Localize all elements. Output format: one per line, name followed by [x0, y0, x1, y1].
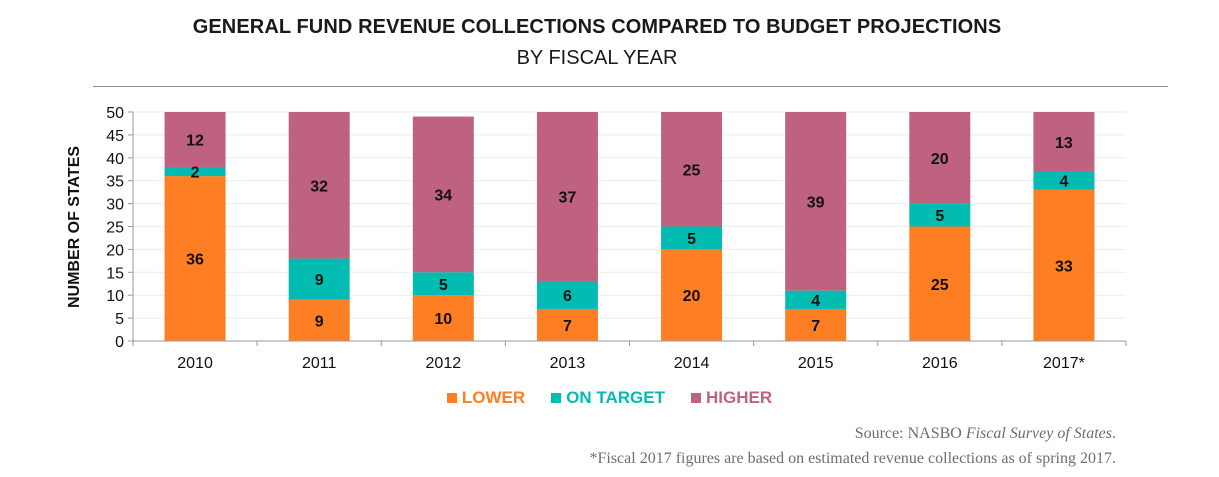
chart-subtitle: BY FISCAL YEAR	[516, 47, 678, 69]
bars	[164, 112, 1095, 341]
bar-higher-2014	[661, 112, 723, 227]
x-tick-label: 2012	[426, 355, 462, 372]
source-title: Fiscal Survey of States	[965, 425, 1112, 442]
data-label: 7	[811, 318, 820, 335]
data-label: 7	[563, 318, 572, 335]
y-tick-label: 5	[115, 311, 124, 328]
legend-swatch	[691, 393, 701, 403]
data-labels: 36 2 12 9 9 32 10 5 34 7 6 37 20 5 25 7 4 39 25 5 20 33 4 13	[186, 132, 1073, 334]
x-tick-label: 2014	[674, 355, 710, 372]
data-label: 4	[1059, 174, 1068, 191]
legend-swatch	[551, 393, 562, 403]
data-label: 9	[315, 272, 324, 289]
bar-higher-2011	[288, 112, 350, 259]
data-label: 20	[683, 288, 701, 305]
data-label: 10	[434, 311, 452, 328]
data-label: 36	[186, 252, 204, 269]
gridlines	[133, 111, 1126, 319]
bar-higher-2016	[909, 112, 971, 204]
x-tick-label: 2010	[177, 355, 213, 372]
y-tick-label: 40	[106, 151, 124, 168]
y-tick-label: 35	[106, 174, 124, 191]
x-tick-label: 2015	[798, 355, 834, 372]
bar-lower-2016	[909, 226, 971, 341]
data-label: 34	[434, 187, 452, 204]
data-label: 4	[811, 293, 820, 310]
y-tick-label: 15	[106, 265, 124, 282]
y-axis-label: NUMBER OF STATES	[66, 146, 83, 308]
bar-lower-2011	[288, 299, 350, 341]
y-tick-label: 30	[106, 197, 124, 214]
title-divider	[93, 86, 1168, 87]
bar-on-target-2015	[785, 290, 847, 309]
data-label: 25	[683, 162, 701, 179]
source-note: Source: NASBO Fiscal Survey of States.	[855, 425, 1116, 443]
data-label: 13	[1055, 135, 1073, 152]
data-label: 20	[931, 151, 949, 168]
data-label: 32	[310, 178, 328, 195]
data-label: 33	[1055, 258, 1073, 275]
data-label: 37	[559, 190, 577, 207]
bar-higher-2015	[785, 112, 847, 291]
legend: LOWER ON TARGET HIGHER	[0, 388, 1219, 408]
y-tick-label: 25	[106, 220, 124, 237]
data-label: 5	[439, 277, 448, 294]
data-label: 2	[191, 165, 200, 182]
data-label: 5	[935, 208, 944, 225]
bar-on-target-2012	[412, 272, 474, 296]
y-tick-label: 0	[115, 334, 124, 351]
legend-label: LOWER	[461, 388, 526, 407]
bar-lower-2010	[164, 176, 226, 341]
bar-on-target-2017	[1033, 171, 1095, 190]
x-tick-label: 2013	[550, 355, 586, 372]
x-tick-label: 2017*	[1043, 355, 1085, 372]
bar-on-target-2016	[909, 203, 971, 227]
data-label: 9	[315, 313, 324, 330]
bar-on-target-2013	[536, 281, 598, 309]
bar-on-target-2011	[288, 258, 350, 300]
bar-lower-2013	[536, 308, 598, 341]
bar-higher-2017	[1033, 112, 1095, 172]
data-label: 6	[563, 288, 572, 305]
legend-label: ON TARGET	[566, 388, 665, 407]
legend-item-on-target: ON TARGET	[551, 388, 665, 408]
bar-on-target-2010	[164, 166, 226, 177]
legend-item-lower: LOWER	[446, 388, 526, 408]
data-label: 39	[807, 194, 825, 211]
y-tick-label: 10	[106, 288, 124, 305]
source-prefix: Source: NASBO	[854, 425, 966, 442]
y-tick-label: 20	[106, 242, 124, 259]
chart-title: GENERAL FUND REVENUE COLLECTIONS COMPARE…	[192, 16, 1002, 38]
source-suffix: .	[1112, 425, 1116, 442]
bar-higher-2013	[536, 112, 598, 282]
data-label: 5	[687, 231, 696, 248]
bar-lower-2015	[785, 308, 847, 341]
x-tick-label: 2016	[922, 355, 958, 372]
bar-lower-2014	[661, 249, 723, 341]
legend-swatch	[446, 393, 457, 403]
data-label: 12	[186, 132, 204, 149]
x-tick-label: 2011	[302, 355, 337, 372]
bar-higher-2010	[164, 112, 226, 167]
bar-on-target-2014	[661, 226, 723, 250]
bar-lower-2012	[412, 295, 474, 341]
y-tick-label: 50	[106, 105, 124, 122]
legend-item-higher: HIGHER	[691, 388, 772, 408]
bar-higher-2012	[412, 116, 474, 273]
legend-label: HIGHER	[706, 388, 773, 407]
y-tick-label: 45	[106, 128, 124, 145]
bar-lower-2017	[1033, 189, 1095, 341]
footnote: *Fiscal 2017 figures are based on estima…	[589, 450, 1116, 467]
data-label: 25	[931, 277, 949, 294]
